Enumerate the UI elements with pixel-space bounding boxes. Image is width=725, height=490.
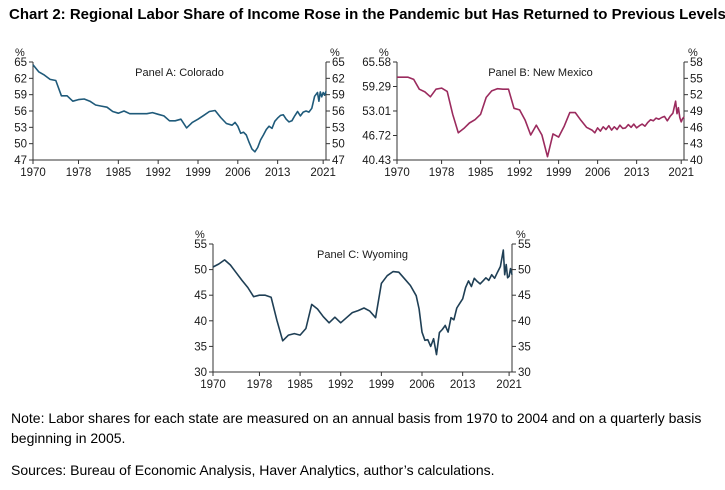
panel-b-x-tick-label: 2021 — [668, 167, 694, 179]
panel-c-left-tick-label: 45 — [194, 290, 207, 302]
panel-b-x-tick-label: 2013 — [624, 167, 650, 179]
panel-a-left-tick-label: 65 — [14, 57, 27, 69]
panel-c-right-tick-label: 55 — [518, 239, 531, 251]
panel-a-x-tick-label: 1970 — [20, 167, 46, 179]
panel-a-left-tick-label: 62 — [14, 73, 27, 85]
panel-a-x-tick-label: 1985 — [106, 167, 132, 179]
panel-b-right-tick-label: 46 — [690, 122, 703, 134]
panel-c-right-tick-label: 35 — [518, 341, 531, 353]
panel-c-x-tick-label: 1999 — [369, 379, 395, 391]
panel-b-right-tick-label: 52 — [690, 90, 703, 102]
panel-a-x-tick-label: 2006 — [225, 167, 251, 179]
panel-a-right-tick-label: 62 — [332, 73, 345, 85]
panel-b-x-tick-label: 1999 — [546, 167, 572, 179]
panel-a-right-tick-label: 65 — [332, 57, 345, 69]
panel-c-x-tick-label: 1978 — [247, 379, 273, 391]
panel-c-chart: % % Panel C: Wyoming 30 35 40 45 50 55 30 35 40 45 50… — [194, 229, 531, 391]
panel-a-right-unit: % — [330, 47, 340, 59]
panel-c-x-tick-label: 1992 — [328, 379, 354, 391]
panel-b-x-tick-label: 1970 — [384, 167, 410, 179]
panel-a-x-tick-label: 2013 — [265, 167, 291, 179]
panel-b-right-unit: % — [688, 47, 698, 59]
panel-c-x-tick-label: 2021 — [496, 379, 522, 391]
panel-a-title: Panel A: Colorado — [135, 67, 224, 79]
panel-a-right-tick-label: 53 — [332, 122, 345, 134]
panel-b-right-tick-label: 43 — [690, 139, 703, 151]
panel-c-left-tick-label: 50 — [194, 265, 207, 277]
panel-c-right-tick-label: 30 — [518, 367, 531, 379]
panel-c-x-tick-label: 1970 — [200, 379, 226, 391]
panel-a-right-tick-label: 56 — [332, 106, 345, 118]
panel-a-right-tick-label: 59 — [332, 90, 345, 102]
panel-a-right-tick-label: 50 — [332, 139, 345, 151]
panel-c-left-tick-label: 35 — [194, 341, 207, 353]
panel-b-left-tick-label: 65.58 — [362, 57, 391, 69]
panel-b-left-tick-label: 59.29 — [362, 82, 391, 94]
panel-c-left-tick-label: 55 — [194, 239, 207, 251]
panel-b-left-tick-label: 40.43 — [362, 155, 391, 167]
footnote-sources: Sources: Bureau of Economic Analysis, Ha… — [11, 462, 495, 478]
chart-main-title: Chart 2: Regional Labor Share of Income … — [9, 6, 725, 23]
panel-a-chart: % % Panel A: Colorado 47 50 53 56 59 62 65 47 50 53 5… — [14, 47, 345, 179]
panel-c-left-tick-label: 40 — [194, 316, 207, 328]
panel-b-x-tick-label: 1992 — [507, 167, 533, 179]
panel-b-x-tick-label: 1985 — [468, 167, 494, 179]
panel-b-right-tick-label: 40 — [690, 155, 703, 167]
panel-b-right-tick-label: 55 — [690, 73, 703, 85]
panel-c-x-tick-label: 2006 — [409, 379, 435, 391]
panel-a-x-tick-label: 1978 — [66, 167, 92, 179]
panel-b-chart: % % Panel B: New Mexico 40.43 46.72 53.01 59.2… — [362, 47, 703, 179]
panel-a-left-tick-label: 56 — [14, 106, 27, 118]
panel-c-series-line — [212, 249, 513, 356]
panel-a-left-unit: % — [15, 47, 25, 59]
panel-a-x-tick-label: 1999 — [185, 167, 211, 179]
panel-c-right-tick-label: 45 — [518, 290, 531, 302]
panel-a-x-tick-label: 1992 — [145, 167, 171, 179]
panel-b-right-tick-label: 58 — [690, 57, 703, 69]
footnote-note: Note: Labor shares for each state are me… — [11, 410, 702, 446]
panel-b-left-tick-label: 53.01 — [362, 106, 391, 118]
panel-c-left-unit: % — [195, 229, 205, 241]
panel-c-x-tick-label: 2013 — [450, 379, 476, 391]
panel-b-right-tick-label: 49 — [690, 106, 703, 118]
panel-b-x-tick-label: 2006 — [585, 167, 611, 179]
panel-a-right-tick-label: 47 — [332, 155, 345, 167]
panel-b-series-line — [397, 76, 685, 158]
panel-c-right-tick-label: 50 — [518, 265, 531, 277]
panel-c-title: Panel C: Wyoming — [317, 249, 408, 261]
panel-c-right-unit: % — [516, 229, 526, 241]
panel-a-x-tick-label: 2021 — [310, 167, 336, 179]
panel-b-left-unit: % — [379, 47, 389, 59]
panel-a-left-tick-label: 50 — [14, 139, 27, 151]
panel-a-left-tick-label: 47 — [14, 155, 27, 167]
panel-a-left-tick-label: 53 — [14, 122, 27, 134]
panel-c-right-tick-label: 40 — [518, 316, 531, 328]
panel-b-left-tick-label: 46.72 — [362, 130, 391, 142]
panel-c-x-tick-label: 1985 — [287, 379, 313, 391]
panel-b-x-tick-label: 1978 — [429, 167, 455, 179]
panel-a-series-line — [32, 64, 327, 153]
panel-b-title: Panel B: New Mexico — [488, 67, 593, 79]
panel-c-left-tick-label: 30 — [194, 367, 207, 379]
panel-a-left-tick-label: 59 — [14, 90, 27, 102]
